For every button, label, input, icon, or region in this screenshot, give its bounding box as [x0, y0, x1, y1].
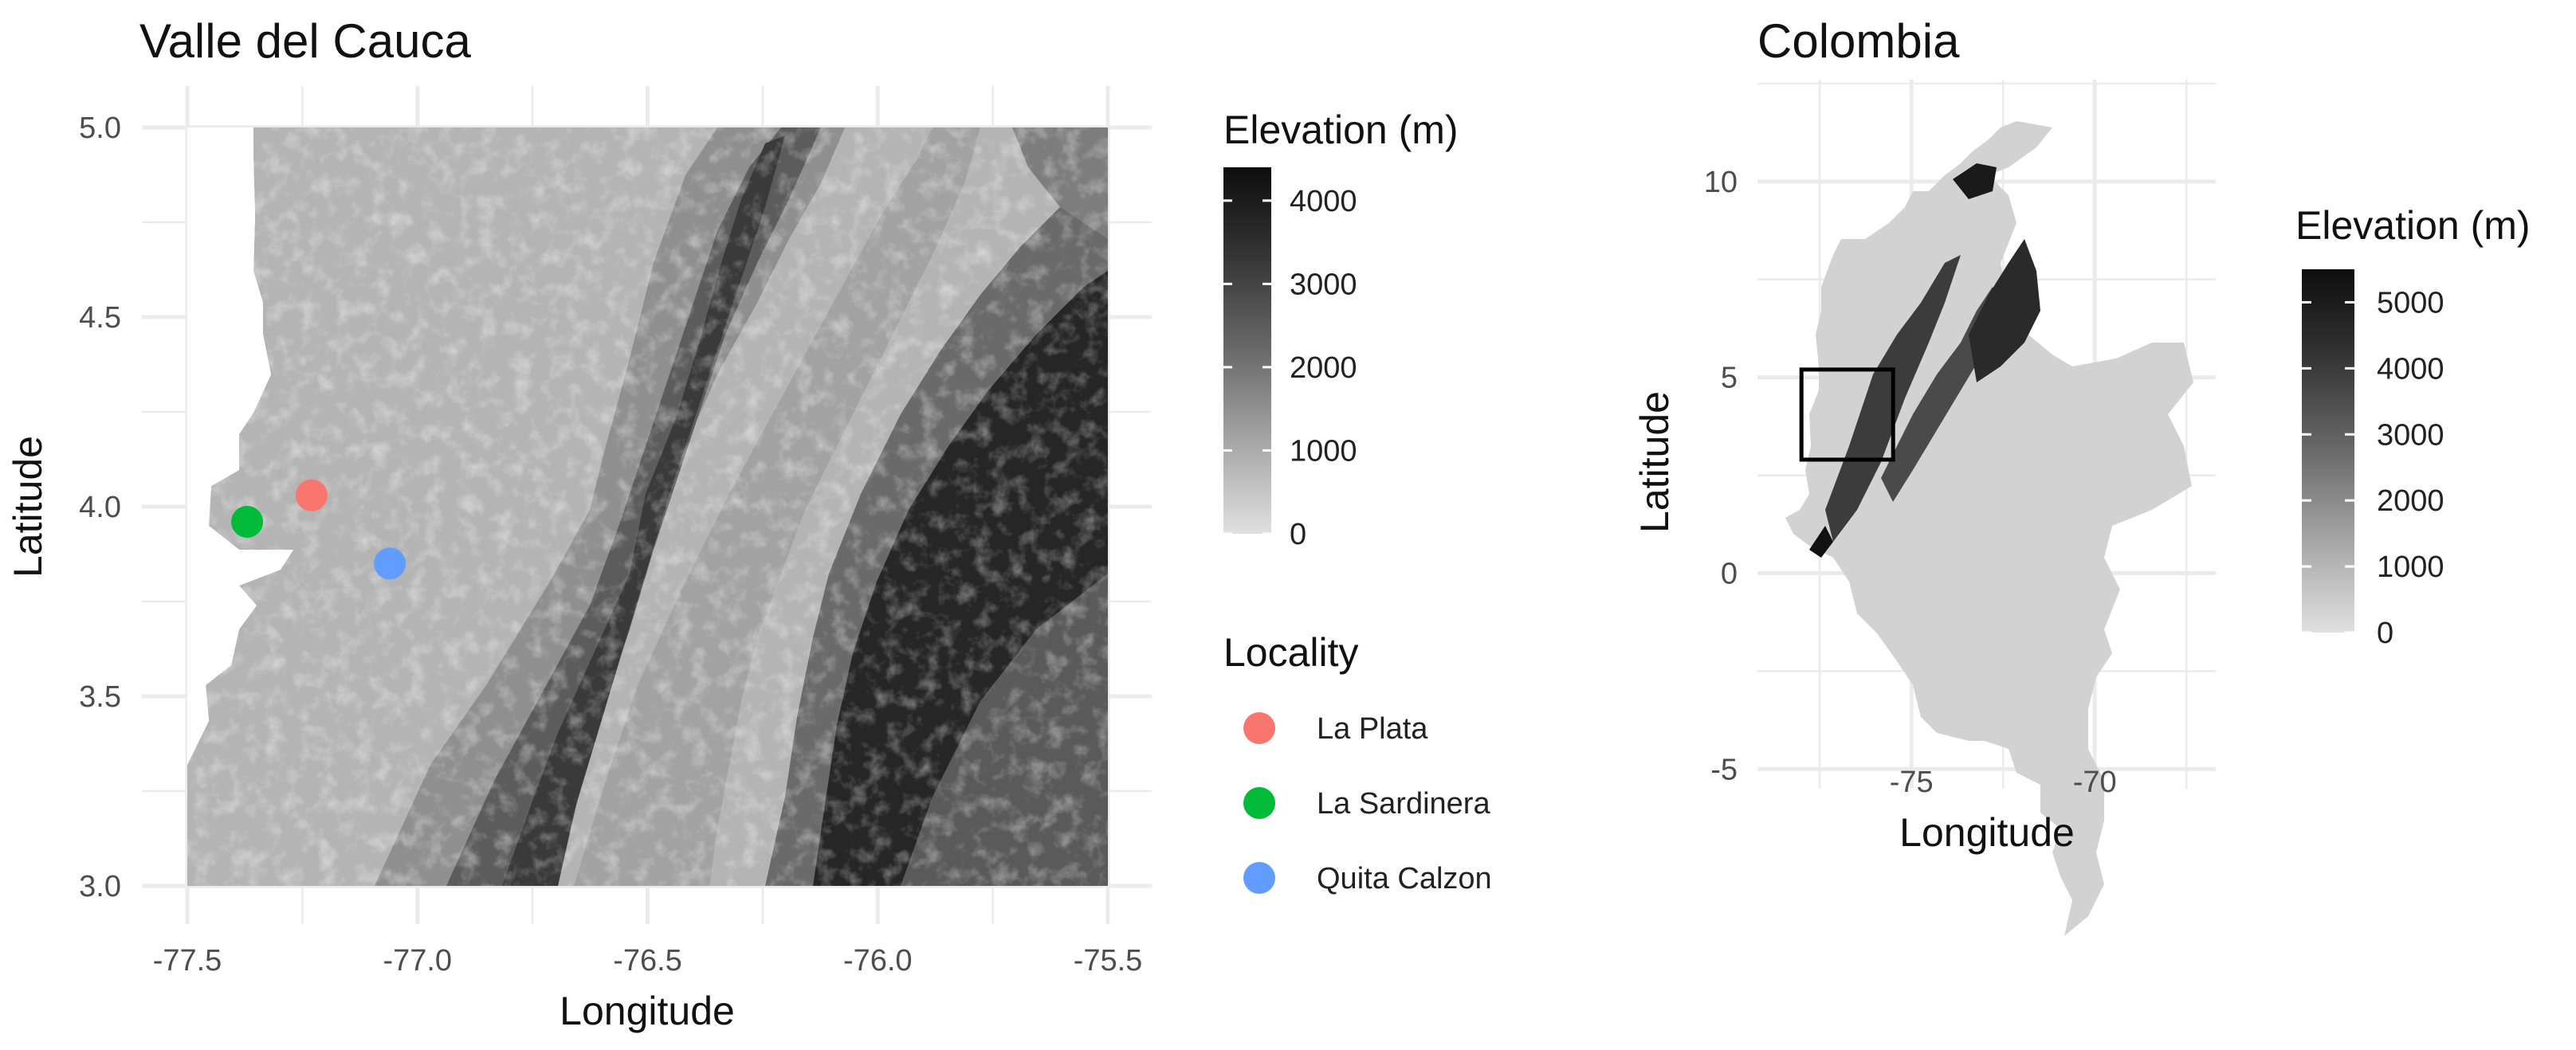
- right-elevation-legend-label: 3000: [2377, 418, 2444, 452]
- right-y-tick-label: 0: [1721, 558, 1738, 591]
- locality-points: [231, 479, 406, 580]
- left-x-tick-label: -76.0: [843, 944, 913, 978]
- left-elevation-legend-label: 2000: [1290, 351, 1357, 385]
- left-elevation-legend-label: 3000: [1290, 268, 1357, 301]
- locality-legend-label: La Sardinera: [1317, 787, 1490, 821]
- right-y-tick-labels: 10 5 0 -5: [1704, 166, 1738, 787]
- left-x-tick-label: -75.5: [1074, 944, 1143, 978]
- right-x-tick-label: -70: [2073, 766, 2117, 799]
- locality-legend-title: Locality: [1223, 630, 1359, 675]
- left-elevation-legend-title: Elevation (m): [1223, 108, 1459, 152]
- right-x-axis-title: Longitude: [1899, 810, 2075, 855]
- left-y-tick-label: 3.0: [79, 870, 121, 903]
- left-elevation-legend: Elevation (m) 4000 3000 2000 1000 0: [1223, 108, 1459, 551]
- locality-point: [295, 479, 328, 511]
- right-elevation-legend-label: 5000: [2377, 286, 2444, 319]
- right-elevation-legend-labels: 5000 4000 3000 2000 1000 0: [2302, 286, 2444, 650]
- locality-point: [231, 506, 264, 539]
- left-x-tick-label: -76.5: [613, 944, 682, 978]
- left-x-tick-label: -77.0: [383, 944, 452, 978]
- locality-point: [374, 547, 406, 580]
- colombia-map: Colombia -75 -70 10 5 0 -5 Longitude Latitud…: [1632, 14, 2531, 936]
- right-elevation-colorbar: [2302, 269, 2354, 633]
- right-elevation-legend-label: 0: [2377, 617, 2393, 650]
- right-elevation-legend-label: 2000: [2377, 484, 2444, 518]
- study-area-inset-box: [1799, 367, 1895, 462]
- left-y-tick-label: 3.5: [79, 680, 121, 714]
- locality-legend-key: [1243, 862, 1275, 894]
- left-y-tick-label: 4.0: [79, 491, 121, 524]
- locality-legend-key: [1243, 787, 1275, 819]
- left-elevation-colorbar: [1223, 167, 1271, 534]
- left-map-title: Valle del Cauca: [139, 14, 471, 68]
- left-elevation-legend-labels: 4000 3000 2000 1000 0: [1223, 185, 1357, 551]
- left-y-tick-label: 5.0: [79, 112, 121, 145]
- right-y-axis-title: Latitude: [1632, 391, 1677, 533]
- left-y-tick-labels: 5.0 4.5 4.0 3.5 3.0: [79, 112, 121, 903]
- left-y-axis-title: Latitude: [6, 436, 50, 578]
- left-elevation-legend-label: 1000: [1290, 434, 1357, 468]
- right-elevation-legend: Elevation (m) 5000 4000 3000 2000 1000 0: [2295, 203, 2531, 650]
- left-y-tick-label: 4.5: [79, 301, 121, 335]
- locality-legend-label: La Plata: [1317, 712, 1428, 746]
- left-elevation-legend-label: 0: [1290, 518, 1306, 551]
- right-elevation-legend-title: Elevation (m): [2295, 203, 2531, 248]
- right-y-tick-label: -5: [1710, 753, 1738, 786]
- right-y-tick-label: 10: [1704, 166, 1738, 199]
- left-x-tick-label: -77.5: [153, 944, 222, 978]
- right-elevation-legend-label: 1000: [2377, 550, 2444, 584]
- right-x-tick-label: -75: [1890, 766, 1934, 799]
- left-x-tick-labels: -77.5 -77.0 -76.5 -76.0 -75.5: [153, 944, 1143, 978]
- locality-legend: Locality La Plata La Sardinera Quita Calzo…: [1223, 630, 1492, 895]
- locality-legend-key: [1243, 712, 1275, 744]
- valle-del-cauca-map: Valle del Cauca -77.5 -77.0 -76.5 -76: [6, 14, 1492, 1033]
- left-elevation-legend-label: 4000: [1290, 185, 1357, 218]
- right-y-tick-label: 5: [1721, 362, 1738, 395]
- locality-legend-label: Quita Calzon: [1317, 862, 1492, 895]
- right-x-tick-labels: -75 -70: [1890, 766, 2117, 799]
- left-elevation-raster: [187, 127, 1108, 886]
- right-elevation-legend-label: 4000: [2377, 352, 2444, 386]
- left-x-axis-title: Longitude: [560, 989, 735, 1033]
- right-map-title: Colombia: [1757, 14, 1960, 68]
